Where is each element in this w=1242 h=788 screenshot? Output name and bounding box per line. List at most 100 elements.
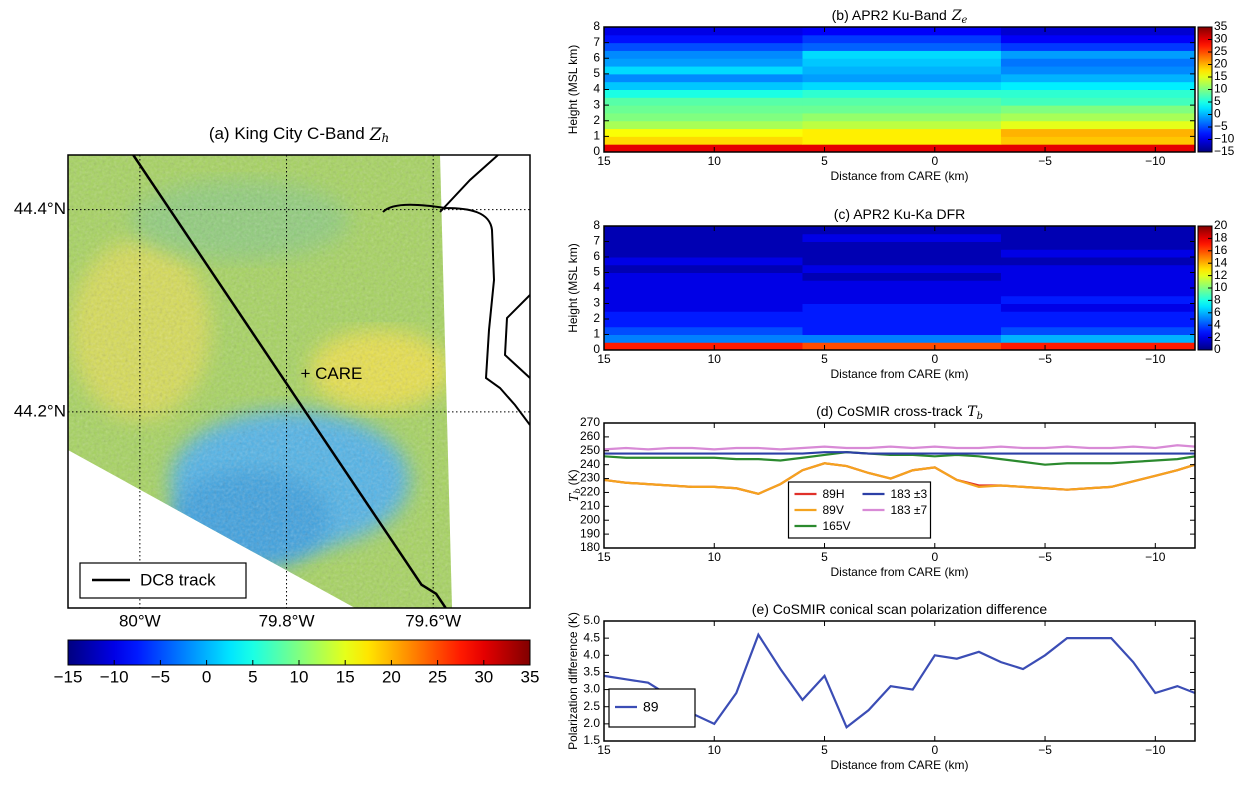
y-tick-label: 3.0 (583, 682, 600, 696)
heat-cell (1000, 272, 1196, 281)
x-axis-label: Distance from CARE (km) (830, 367, 968, 381)
y-tick-label: 6 (593, 50, 600, 64)
heat-cell (1000, 249, 1196, 258)
heat-cell (604, 288, 803, 297)
y-label-text: Height (MSL km) (566, 243, 580, 333)
heat-cell (802, 280, 1002, 289)
heat-cell (802, 120, 1002, 130)
colorbar-tick-label: 6 (1214, 305, 1221, 319)
x-axis-label: Distance from CARE (km) (830, 565, 968, 579)
heat-cell (1000, 73, 1196, 83)
y-tick-label: 240 (580, 457, 600, 471)
heat-cell (802, 89, 1002, 98)
colorbar-tick-label: 12 (1214, 268, 1228, 282)
series-line (604, 632, 1195, 730)
title-subscript: e (962, 15, 968, 26)
y-tick-label: 2.0 (583, 716, 600, 730)
colorbar-tick-label: −10 (100, 667, 129, 686)
heat-cell (802, 249, 1002, 258)
y-tick-label: 7 (593, 234, 600, 248)
heat-cell (802, 326, 1002, 335)
series-line (604, 444, 1195, 451)
colorbar-tick-label: 20 (382, 667, 401, 686)
legend-label: 165V (823, 519, 851, 533)
heat-cell (802, 50, 1002, 59)
heat-cell (604, 319, 803, 328)
title-text: (c) APR2 Ku-Ka DFR (834, 206, 965, 222)
x-tick-label: 15 (597, 550, 611, 564)
colorbar-tick-label: 25 (428, 667, 447, 686)
x-tick-label: 79.8°W (259, 611, 315, 630)
heat-cell (604, 241, 803, 250)
legend-label: 183 ±3 (891, 487, 928, 501)
x-tick-label: 5 (821, 743, 828, 757)
y-tick-label: 0 (593, 342, 600, 356)
y-tick-label: 260 (580, 429, 600, 443)
title-text: (e) CoSMIR conical scan polarization dif… (752, 601, 1048, 617)
x-tick-label: 15 (597, 352, 611, 366)
heat-cell (604, 105, 803, 114)
y-tick-label: 3 (593, 97, 600, 111)
y-tick-label: 210 (580, 499, 600, 513)
y-tick-label: 4.5 (583, 630, 600, 644)
colorbar-tick-label: 15 (1214, 69, 1228, 83)
heat-cell (1000, 319, 1196, 328)
heat-cell (604, 144, 803, 153)
heat-cell (604, 81, 803, 90)
x-tick-label: −10 (1145, 743, 1166, 757)
heat-cell (1000, 50, 1196, 59)
heat-cell (604, 42, 803, 51)
colorbar-tick-label: 35 (1214, 19, 1228, 33)
title-symbol: T (967, 404, 978, 420)
x-tick-label: 5 (821, 154, 828, 168)
y-tick-label: 230 (580, 471, 600, 485)
heat-cell (802, 288, 1002, 297)
heat-cell (604, 27, 803, 36)
x-tick-label: −10 (1145, 550, 1166, 564)
heat-cell (604, 334, 803, 343)
x-tick-label: 10 (708, 352, 722, 366)
y-tick-label: 4.0 (583, 647, 600, 661)
heat-cell (1000, 66, 1196, 75)
heat-cell (604, 264, 803, 273)
y-tick-label: 220 (580, 485, 600, 499)
colorbar-tick-label: 4 (1214, 317, 1221, 331)
heat-cell (1000, 34, 1196, 44)
heat-cell (604, 50, 803, 59)
heat-cell (1000, 295, 1196, 304)
title-subscript: b (977, 411, 983, 422)
legend-label: 89 (643, 699, 659, 715)
swath-noise (68, 155, 452, 608)
y-axis-label: Polarization difference (K) (566, 612, 580, 750)
heat-cell (1000, 326, 1196, 335)
colorbar-tick-label: 0 (1214, 342, 1221, 356)
series-line (604, 462, 1195, 495)
panel-title: (d) CoSMIR cross-track Tb (816, 403, 983, 422)
y-tick-label: 8 (593, 218, 600, 232)
heat-cell (1000, 27, 1196, 36)
heat-cell (604, 136, 803, 145)
y-tick-label: 5 (593, 265, 600, 279)
heat-cell (802, 136, 1002, 145)
x-tick-label: 5 (821, 352, 828, 366)
heat-cell (604, 66, 803, 75)
colorbar-tick-label: 5 (248, 667, 257, 686)
colorbar-tick-label: 10 (1214, 280, 1228, 294)
heat-cell (802, 97, 1002, 106)
series-line (604, 451, 1195, 466)
title-subscript: h (382, 131, 390, 145)
heat-cell (604, 73, 803, 83)
heat-cell (1000, 120, 1196, 130)
x-axis-label: Distance from CARE (km) (830, 758, 968, 772)
panel-title: (e) CoSMIR conical scan polarization dif… (752, 601, 1048, 617)
x-tick-label: 5 (821, 550, 828, 564)
heat-cell (1000, 264, 1196, 273)
legend-label: 183 ±7 (891, 503, 928, 517)
x-axis-label: Distance from CARE (km) (830, 169, 968, 183)
heat-cell (802, 226, 1002, 235)
y-tick-label: 2 (593, 113, 600, 127)
x-tick-label: 15 (597, 743, 611, 757)
x-tick-label: 79.6°W (405, 611, 461, 630)
heat-cell (802, 257, 1002, 266)
